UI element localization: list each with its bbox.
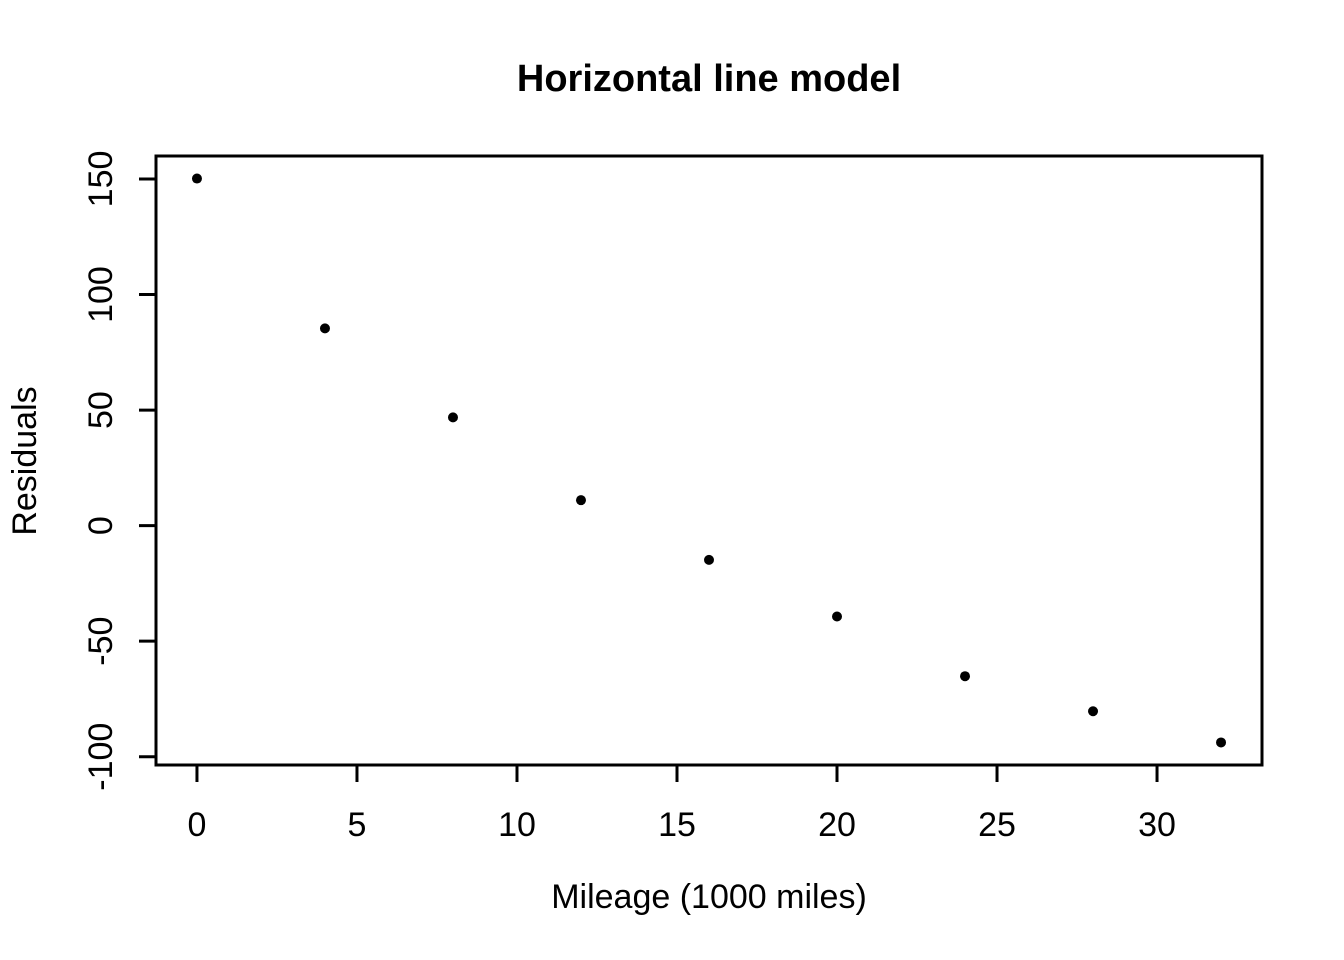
plot-area: 0 5 10 15 20 25 30 150 100 50 0 -50 -100 <box>82 151 1264 844</box>
data-point <box>575 495 586 506</box>
data-point <box>704 554 714 565</box>
x-tick-label: 5 <box>348 806 367 844</box>
chart-title: Horizontal line model <box>517 58 901 100</box>
data-point <box>447 412 458 423</box>
x-tick-label: 10 <box>498 806 536 844</box>
x-tick-label: 25 <box>978 806 1016 844</box>
y-tick-label: 150 <box>82 151 120 208</box>
y-tick-label: 0 <box>82 516 120 535</box>
x-tick-label: 0 <box>188 806 207 844</box>
x-tick-label: 15 <box>658 806 696 844</box>
x-tick-label: 20 <box>818 806 856 844</box>
x-axis-label: Mileage (1000 miles) <box>551 878 867 916</box>
y-tick-label: -100 <box>82 723 120 791</box>
y-axis-label: Residuals <box>6 386 44 535</box>
plot-frame <box>154 154 1264 767</box>
y-tick-label: -50 <box>82 617 120 666</box>
y-tick-label: 100 <box>82 266 120 323</box>
data-point <box>191 173 202 184</box>
data-point <box>1216 737 1227 748</box>
data-point <box>960 671 971 682</box>
x-tick-label: 30 <box>1138 806 1176 844</box>
data-point <box>1088 706 1099 717</box>
y-tick-label: 50 <box>82 391 120 429</box>
data-point <box>319 323 330 334</box>
data-point <box>832 611 843 622</box>
